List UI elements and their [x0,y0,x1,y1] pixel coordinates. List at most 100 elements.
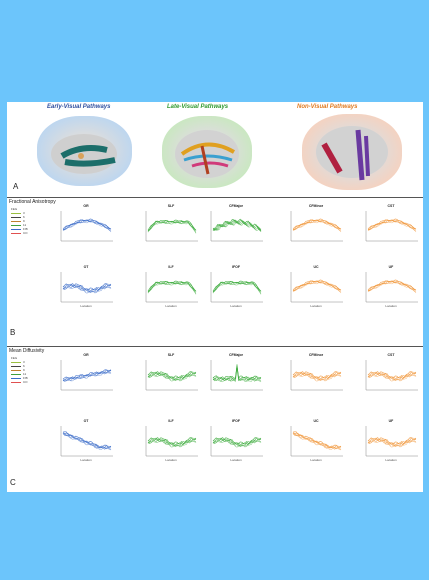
plot-b-slf: SLF [142,204,200,247]
plot-title: OT [83,419,89,423]
brain-image-non-visual [302,114,402,190]
axis-line [145,211,198,242]
plot-title: IFOF [232,265,240,269]
plot-axes [365,360,418,391]
legend-b-item: 9 [11,219,37,223]
series-line [147,220,197,232]
plot-axes [290,272,343,303]
plot-axes [60,360,113,391]
series-line [367,219,417,231]
plot-axes [145,211,198,242]
panel-a: Early-Visual Pathways Late-Visual Pathwa… [7,102,423,195]
panel-a-letter: A [13,182,19,191]
non-visual-tracts-illustration [316,126,388,181]
legend-b-item: 11 [11,223,37,227]
series-line [212,280,262,292]
divider-a-b [7,197,423,198]
plot-axes [60,272,113,303]
plot-axes [210,426,263,457]
plot-axes [365,272,418,303]
series-line [62,431,112,448]
legend-c-item: 9 [11,368,37,372]
series-line [147,371,196,379]
axis-line [210,360,263,391]
axis-line [145,360,198,391]
plot-title: SLF [167,353,175,357]
series-line [62,218,112,230]
plot-title: ILF [168,419,174,423]
plot-c-ot: OT Location [57,419,115,462]
x-axis-label: Location [165,458,177,462]
series-line [147,436,197,447]
legend-b: FEG 3 6 9 11 F/B CO [11,207,37,235]
plot-title: CFMajor [229,204,243,208]
axis-line [365,426,418,457]
plot-title: OR [83,353,89,357]
x-axis-label: Location [310,458,322,462]
plot-b-uf: UF Location [362,265,420,308]
legend-b-header: FEG [11,207,18,211]
axis-line [60,426,113,457]
legend-c-top: FEG 3 6 9 11 F/B CO [11,356,37,384]
axis-line [365,360,418,391]
late-visual-title: Late-Visual Pathways [167,104,229,110]
axis-line [145,426,198,457]
plot-c-cst: CST [362,353,420,396]
legend-b-item: 3 [11,211,37,215]
series-line [212,218,262,231]
series-line [292,370,342,381]
panel-b-letter: B [10,328,16,337]
legend-b-item: F/B [11,227,37,231]
x-axis-label: Location [310,304,322,308]
series-line [212,281,262,293]
panel-c-title: Mean Diffusivity [9,348,45,354]
plot-title: CST [387,353,395,357]
legend-b-item: 6 [11,215,37,219]
series-line [212,436,262,447]
plot-b-uc: UC Location [287,265,345,308]
axis-line [60,211,113,242]
legend-c-item: 3 [11,360,37,364]
series-line [292,218,342,230]
plot-axes [290,211,343,242]
plot-title: UF [388,265,394,269]
plot-c-uf: UF Location [362,419,420,462]
legend-b-item: CO [11,231,37,235]
plot-b-ilf: ILF Location [142,265,200,308]
legend-c-item: F/B [11,376,37,380]
late-tracts-illustration [175,130,239,178]
series-line [292,431,342,448]
series-line [62,219,112,231]
plot-title: IFOF [232,419,240,423]
plot-c-cfminor: CFMinor [287,353,345,396]
axis-line [365,272,418,303]
axis-line [210,211,263,242]
plot-title: ILF [168,265,174,269]
x-axis-label: Location [230,304,242,308]
series-line [367,436,417,447]
axis-line [210,426,263,457]
x-axis-label: Location [385,304,397,308]
axis-line [210,272,263,303]
series-line [367,280,417,292]
series-line [62,282,112,293]
series-line [212,365,261,381]
x-axis-label: Location [80,304,92,308]
plot-b-ifof: IFOF Location [207,265,265,308]
legend-c-item: CO [11,380,37,384]
series-line [292,280,342,292]
plot-c-ifof: IFOF Location [207,419,265,462]
plot-axes [365,426,418,457]
axis-line [290,426,343,457]
divider-b-c [7,346,423,347]
plot-axes [210,360,263,391]
plot-title: UC [313,265,319,269]
plot-axes [60,426,113,457]
plot-c-ilf: ILF Location [142,419,200,462]
plot-title: CST [387,204,395,208]
axis-line [290,211,343,242]
series-line [62,432,112,449]
plot-title: CFMajor [229,353,243,357]
series-line [367,371,416,379]
x-axis-label: Location [165,304,177,308]
